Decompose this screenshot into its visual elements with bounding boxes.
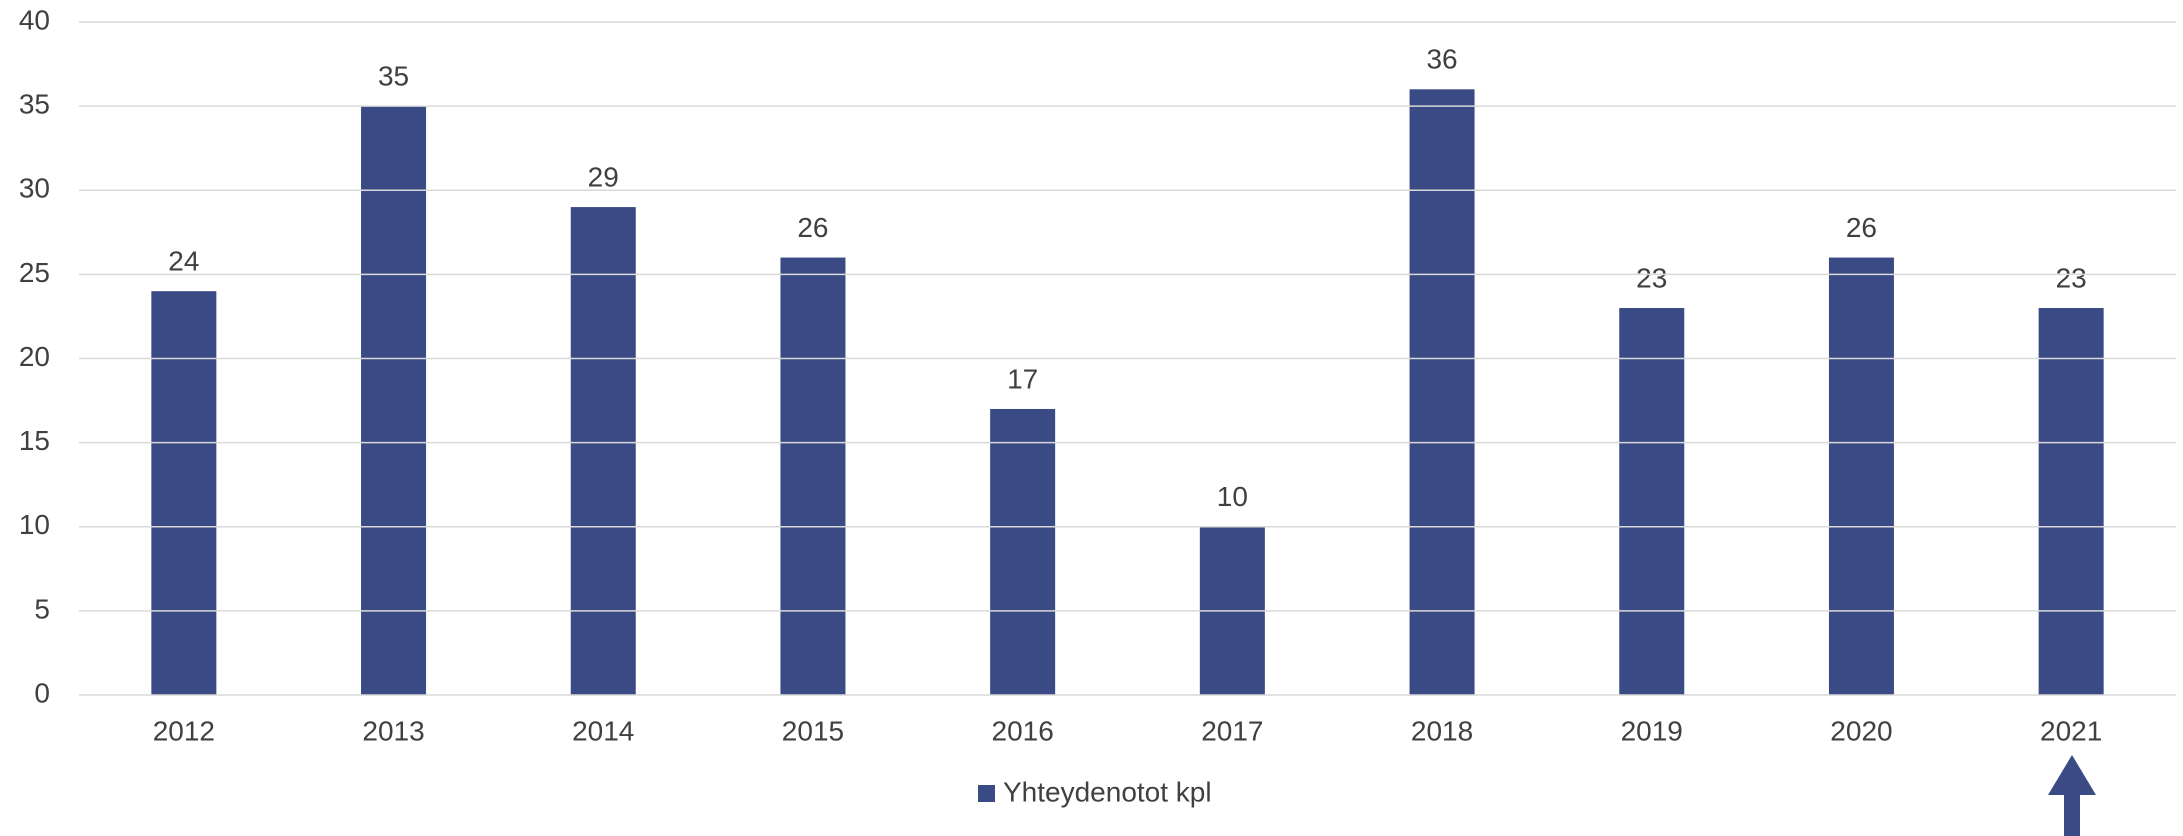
x-tick-label: 2019 — [1621, 715, 1683, 746]
bar — [151, 291, 217, 695]
x-tick-label: 2013 — [362, 715, 424, 746]
bar — [570, 207, 636, 695]
x-tick-label: 2018 — [1411, 715, 1473, 746]
x-tick-label: 2015 — [782, 715, 844, 746]
data-label: 26 — [797, 212, 828, 243]
x-tick-label: 2017 — [1201, 715, 1263, 746]
legend-swatch — [978, 785, 995, 802]
x-tick-label: 2012 — [153, 715, 215, 746]
y-tick-label: 5 — [34, 593, 50, 624]
y-tick-label: 40 — [19, 4, 50, 35]
data-label: 35 — [378, 61, 409, 92]
data-label: 29 — [588, 161, 619, 192]
data-label: 23 — [2056, 262, 2087, 293]
data-label: 17 — [1007, 363, 1038, 394]
y-tick-label: 10 — [19, 509, 50, 540]
bar — [780, 257, 846, 695]
highlight-arrow — [2048, 755, 2096, 836]
y-tick-label: 30 — [19, 173, 50, 204]
x-tick-label: 2016 — [992, 715, 1054, 746]
bar — [990, 408, 1056, 695]
y-tick-label: 20 — [19, 341, 50, 372]
data-label: 10 — [1217, 481, 1248, 512]
y-tick-label: 35 — [19, 89, 50, 120]
bar — [1828, 257, 1894, 695]
x-tick-label: 2014 — [572, 715, 634, 746]
bar — [1619, 308, 1685, 695]
x-tick-label: 2020 — [1830, 715, 1892, 746]
bar — [1409, 89, 1475, 696]
bar — [361, 106, 427, 695]
legend-label: Yhteydenotot kpl — [1003, 776, 1212, 807]
data-label: 24 — [168, 246, 199, 277]
y-tick-label: 0 — [34, 677, 50, 708]
data-label: 36 — [1426, 44, 1457, 75]
y-tick-label: 15 — [19, 425, 50, 456]
data-label: 26 — [1846, 212, 1877, 243]
x-tick-label: 2021 — [2040, 715, 2102, 746]
data-label: 23 — [1636, 262, 1667, 293]
bar — [2038, 308, 2104, 695]
y-tick-label: 25 — [19, 257, 50, 288]
